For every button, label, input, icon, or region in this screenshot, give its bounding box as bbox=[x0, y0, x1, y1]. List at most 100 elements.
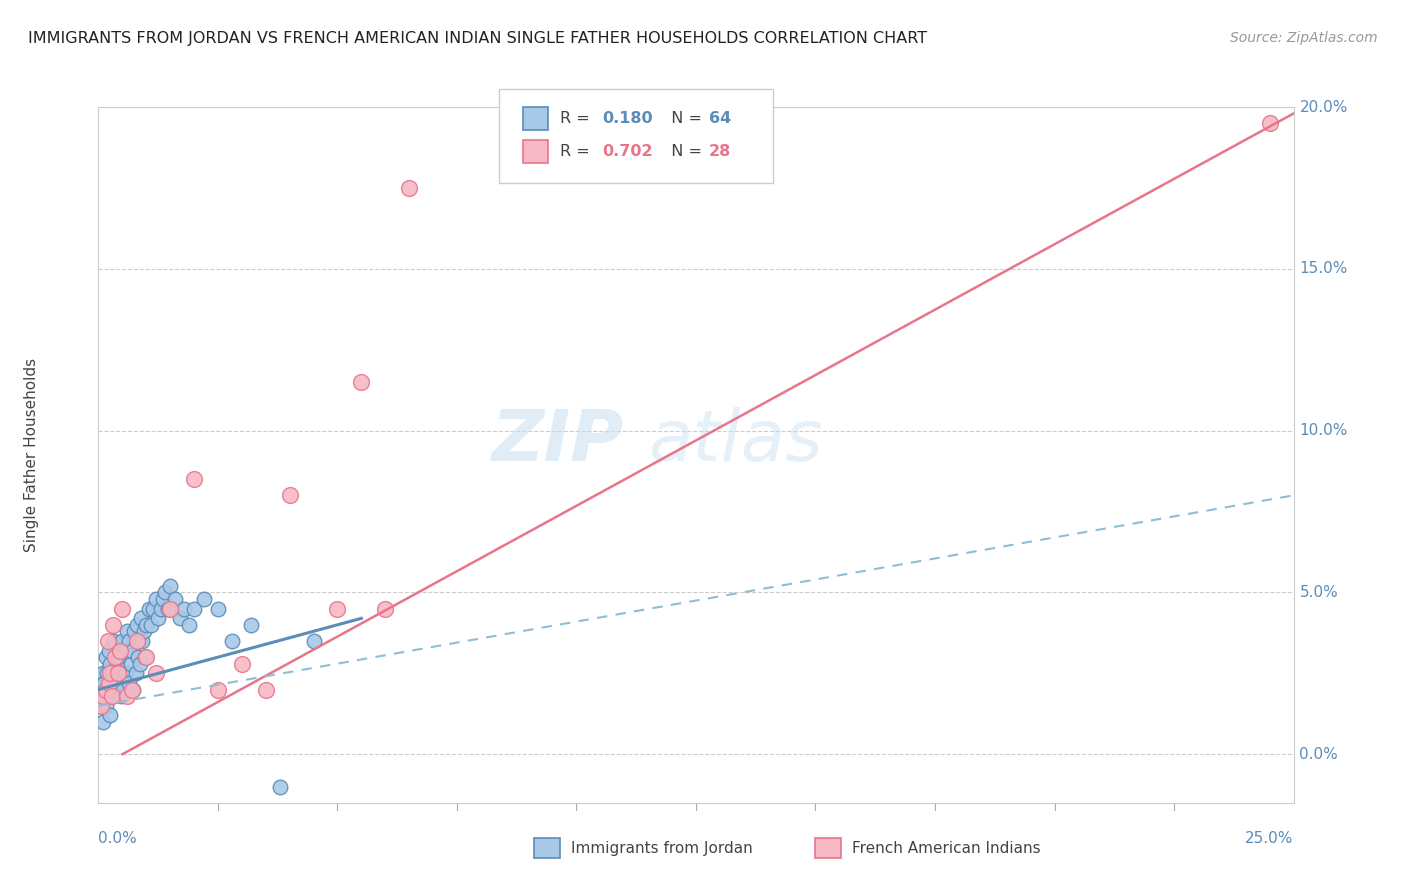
Text: R =: R = bbox=[560, 112, 595, 126]
Text: 15.0%: 15.0% bbox=[1299, 261, 1348, 277]
Point bbox=[125, 666, 148, 681]
Point bbox=[278, 488, 301, 502]
Point bbox=[108, 666, 131, 681]
Point bbox=[207, 682, 229, 697]
Point bbox=[124, 624, 146, 639]
Point bbox=[134, 650, 156, 665]
Point bbox=[98, 708, 122, 723]
Text: N =: N = bbox=[661, 112, 707, 126]
Point bbox=[149, 601, 172, 615]
Point bbox=[117, 676, 139, 690]
Point bbox=[121, 682, 143, 697]
Point bbox=[115, 624, 138, 639]
Point bbox=[96, 666, 118, 681]
Text: atlas: atlas bbox=[648, 407, 823, 475]
Point bbox=[110, 689, 132, 703]
Point bbox=[98, 666, 122, 681]
Point bbox=[107, 666, 129, 681]
Point bbox=[155, 585, 177, 599]
Point bbox=[326, 601, 349, 615]
Point bbox=[159, 579, 181, 593]
Point bbox=[269, 780, 291, 794]
Point bbox=[115, 689, 138, 703]
Point bbox=[111, 634, 134, 648]
Point bbox=[94, 650, 117, 665]
Point bbox=[129, 657, 152, 671]
Text: 0.702: 0.702 bbox=[602, 145, 652, 159]
Point bbox=[90, 698, 112, 713]
Text: R =: R = bbox=[560, 145, 595, 159]
Text: Single Father Households: Single Father Households bbox=[24, 358, 39, 552]
Point bbox=[112, 682, 135, 697]
Point bbox=[152, 591, 174, 606]
Point bbox=[101, 689, 124, 703]
Point bbox=[302, 634, 325, 648]
Point bbox=[240, 617, 263, 632]
Point bbox=[94, 682, 117, 697]
Point bbox=[156, 601, 179, 615]
Point bbox=[107, 650, 129, 665]
Point bbox=[254, 682, 277, 697]
Text: Immigrants from Jordan: Immigrants from Jordan bbox=[571, 841, 752, 855]
Point bbox=[101, 617, 124, 632]
Text: 0.0%: 0.0% bbox=[1299, 747, 1339, 762]
Text: Source: ZipAtlas.com: Source: ZipAtlas.com bbox=[1230, 31, 1378, 45]
Point bbox=[132, 624, 155, 639]
Point bbox=[125, 634, 148, 648]
Point bbox=[98, 657, 122, 671]
Point bbox=[374, 601, 396, 615]
Point bbox=[221, 634, 243, 648]
Point bbox=[103, 634, 125, 648]
Point bbox=[90, 698, 112, 713]
Point bbox=[159, 601, 181, 615]
Point bbox=[183, 472, 205, 486]
Point bbox=[135, 617, 157, 632]
Text: 5.0%: 5.0% bbox=[1299, 585, 1339, 600]
Point bbox=[128, 634, 150, 648]
Point bbox=[142, 601, 165, 615]
Point bbox=[125, 617, 148, 632]
Point bbox=[97, 643, 120, 657]
Point bbox=[114, 643, 136, 657]
Point bbox=[163, 591, 186, 606]
Point bbox=[104, 650, 127, 665]
Point bbox=[1258, 116, 1281, 130]
Text: ZIP: ZIP bbox=[492, 407, 624, 475]
Point bbox=[231, 657, 253, 671]
Point bbox=[350, 375, 373, 389]
Point bbox=[179, 617, 201, 632]
Point bbox=[121, 682, 143, 697]
Point bbox=[173, 601, 195, 615]
Point bbox=[101, 666, 124, 681]
Point bbox=[97, 634, 120, 648]
Point bbox=[93, 676, 115, 690]
Point bbox=[131, 611, 153, 625]
Point bbox=[398, 181, 420, 195]
Point bbox=[121, 643, 143, 657]
Point bbox=[97, 676, 120, 690]
Point bbox=[120, 657, 142, 671]
Point bbox=[93, 689, 115, 703]
Point bbox=[135, 650, 157, 665]
Text: 64: 64 bbox=[709, 112, 731, 126]
Point bbox=[207, 601, 229, 615]
Point bbox=[115, 666, 138, 681]
Point bbox=[94, 698, 117, 713]
Text: French American Indians: French American Indians bbox=[852, 841, 1040, 855]
Point bbox=[145, 666, 167, 681]
Point bbox=[139, 617, 162, 632]
Point bbox=[118, 634, 141, 648]
Text: N =: N = bbox=[661, 145, 707, 159]
Text: 20.0%: 20.0% bbox=[1299, 100, 1348, 114]
Point bbox=[107, 676, 129, 690]
Point bbox=[148, 611, 170, 625]
Text: 25.0%: 25.0% bbox=[1246, 830, 1294, 846]
Point bbox=[138, 601, 160, 615]
Point bbox=[111, 601, 134, 615]
Text: IMMIGRANTS FROM JORDAN VS FRENCH AMERICAN INDIAN SINGLE FATHER HOUSEHOLDS CORREL: IMMIGRANTS FROM JORDAN VS FRENCH AMERICA… bbox=[28, 31, 927, 46]
Point bbox=[97, 682, 120, 697]
Point bbox=[145, 591, 167, 606]
Point bbox=[91, 682, 114, 697]
Point bbox=[183, 601, 205, 615]
Text: 10.0%: 10.0% bbox=[1299, 423, 1348, 438]
